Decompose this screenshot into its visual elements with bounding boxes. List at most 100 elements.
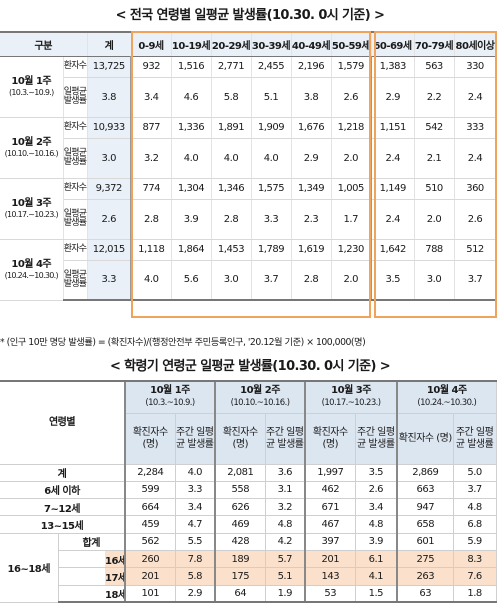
table-cell: 333 <box>454 117 497 139</box>
row-label: 합계 <box>58 533 126 551</box>
table1-title: < 전국 연령별 일평균 발생률(10.30. 0시 기준) > <box>115 8 385 23</box>
table-cell: 2.1 <box>414 138 455 179</box>
week-label: 10월 4주 (10.24.~10.30.) <box>0 239 64 301</box>
table-row: 6세 이하 599 3.3 558 3.1 462 2.6 663 3.7 <box>0 481 497 500</box>
table-cell: 1,118 <box>130 239 172 261</box>
table-cell: 3.3 <box>251 199 292 240</box>
week-label: 10월 2주 (10.10.~10.16.) <box>0 117 64 179</box>
table-cell: 3.2 <box>130 138 172 179</box>
footnote: * (인구 10만 명당 발생률) = (확진자수)/(행정안전부 주민등록인구… <box>0 337 366 348</box>
table-cell: 3.1 <box>265 481 306 500</box>
table-cell: 201 <box>124 567 176 586</box>
table-cell: 4.1 <box>355 567 398 586</box>
table-cell: 3.0 <box>414 260 455 301</box>
header-age-30-39: 30-39세 <box>251 31 292 57</box>
table-cell: 6.1 <box>355 550 398 569</box>
row-label-cases: 환자수 <box>63 117 88 139</box>
table-row: 일평균 발생률 2.6 2.8 3.9 2.8 3.3 2.3 1.7 2.4 … <box>0 199 497 240</box>
header-rate: 주간 일평균 발생률 <box>453 413 497 465</box>
table-cell: 469 <box>214 515 266 534</box>
table-cell: 7.8 <box>175 550 216 569</box>
table-cell: 8.3 <box>453 550 497 569</box>
table-cell: 1,789 <box>251 239 292 261</box>
table-cell: 562 <box>124 533 176 551</box>
table-cell: 601 <box>396 533 454 551</box>
header-age-20-29: 20-29세 <box>211 31 252 57</box>
table-row: 16세 260 7.8 189 5.7 201 6.1 275 8.3 <box>0 550 497 569</box>
table-cell: 1,149 <box>370 178 415 200</box>
row-label-rate: 일평균 발생률 <box>63 77 88 118</box>
table2-title: < 학령기 연령군 일평균 발생률(10.30. 0시 기준) > <box>109 359 391 374</box>
row-label: 17세 <box>105 567 126 586</box>
row-label: 13~15세 <box>0 515 126 534</box>
table-cell: 1,516 <box>171 56 212 78</box>
table-cell: 663 <box>396 481 454 500</box>
table-cell: 2,771 <box>211 56 252 78</box>
table-cell: 2.2 <box>414 77 455 118</box>
table-cell: 4.8 <box>265 515 306 534</box>
header-week: 10월 1주 (10.3.~10.9.) <box>124 380 216 414</box>
table-cell: 2.4 <box>454 138 497 179</box>
table-row: 7~12세 664 3.4 626 3.2 671 3.4 947 4.8 <box>0 498 497 517</box>
table-cell: 3.3 <box>175 481 216 500</box>
table-cell: 3.4 <box>355 498 398 517</box>
table-cell: 788 <box>414 239 455 261</box>
table-cell: 330 <box>454 56 497 78</box>
table-cell: 4.0 <box>175 464 216 482</box>
table-cell: 2,869 <box>396 464 454 482</box>
table-cell: 397 <box>304 533 356 551</box>
row-label-cases: 환자수 <box>63 239 88 261</box>
table-cell: 5.1 <box>265 567 306 586</box>
header-cases: 확진자수 (명) <box>124 413 176 465</box>
table-cell: 626 <box>214 498 266 517</box>
table-cell: 260 <box>124 550 176 569</box>
header-age-group: 연령별 <box>0 380 126 465</box>
header-age-80-plus: 80세이상 <box>454 31 497 57</box>
table-cell: 2,455 <box>251 56 292 78</box>
table-cell: 2.4 <box>370 138 415 179</box>
table-row: 10월 4주 (10.24.~10.30.) 환자수 12,015 1,118 1… <box>0 239 497 301</box>
table-cell: 7.6 <box>453 567 497 586</box>
row-label: 계 <box>0 464 126 482</box>
table-cell: 1,453 <box>211 239 252 261</box>
table-cell: 664 <box>124 498 176 517</box>
table-cell: 5.7 <box>265 550 306 569</box>
table-cell: 2.8 <box>211 199 252 240</box>
table-cell: 3.7 <box>251 260 292 301</box>
row-label: 7~12세 <box>0 498 126 517</box>
table-cell: 5.0 <box>453 464 497 482</box>
table-row: 16~18세 합계 562 5.5 428 4.2 397 3.9 601 5.… <box>0 533 497 603</box>
table-cell: 4.8 <box>355 515 398 534</box>
table-cell: 3.7 <box>454 260 497 301</box>
table-cell: 4.0 <box>211 138 252 179</box>
table-cell: 2.9 <box>175 585 216 604</box>
table-row: 17세 201 5.8 175 5.1 143 4.1 263 7.6 <box>0 567 497 586</box>
table-cell: 1,383 <box>370 56 415 78</box>
table-cell: 2.4 <box>454 77 497 118</box>
header-total: 계 <box>87 31 132 57</box>
table-cell: 3.9 <box>355 533 398 551</box>
table-cell: 2.0 <box>331 260 372 301</box>
table-cell: 12,015 <box>87 239 132 261</box>
table-cell: 9,372 <box>87 178 132 200</box>
header-age-40-49: 40-49세 <box>291 31 332 57</box>
table-cell: 143 <box>304 567 356 586</box>
header-cases: 확진자수 (명) <box>396 413 454 465</box>
table-cell: 10,933 <box>87 117 132 139</box>
row-label-cases: 환자수 <box>63 56 88 78</box>
table-row: 10월 2주 (10.10.~10.16.) 환자수 10,933 877 1,3… <box>0 117 497 179</box>
row-label-cases: 환자수 <box>63 178 88 200</box>
table-cell: 201 <box>304 550 356 569</box>
table-cell: 459 <box>124 515 176 534</box>
table-subheader-row: 확진자수 (명) 주간 일평균 발생률 확진자수 (명) 주간 일평균 발생률 … <box>0 413 497 465</box>
table-cell: 1,336 <box>171 117 212 139</box>
table-cell: 360 <box>454 178 497 200</box>
table-cell: 5.1 <box>251 77 292 118</box>
table-cell: 3.9 <box>171 199 212 240</box>
table-cell: 3.0 <box>211 260 252 301</box>
table-cell: 599 <box>124 481 176 500</box>
table-cell: 462 <box>304 481 356 500</box>
table-cell: 2,196 <box>291 56 332 78</box>
header-category: 구분 <box>0 31 88 57</box>
table-cell: 2.0 <box>331 138 372 179</box>
